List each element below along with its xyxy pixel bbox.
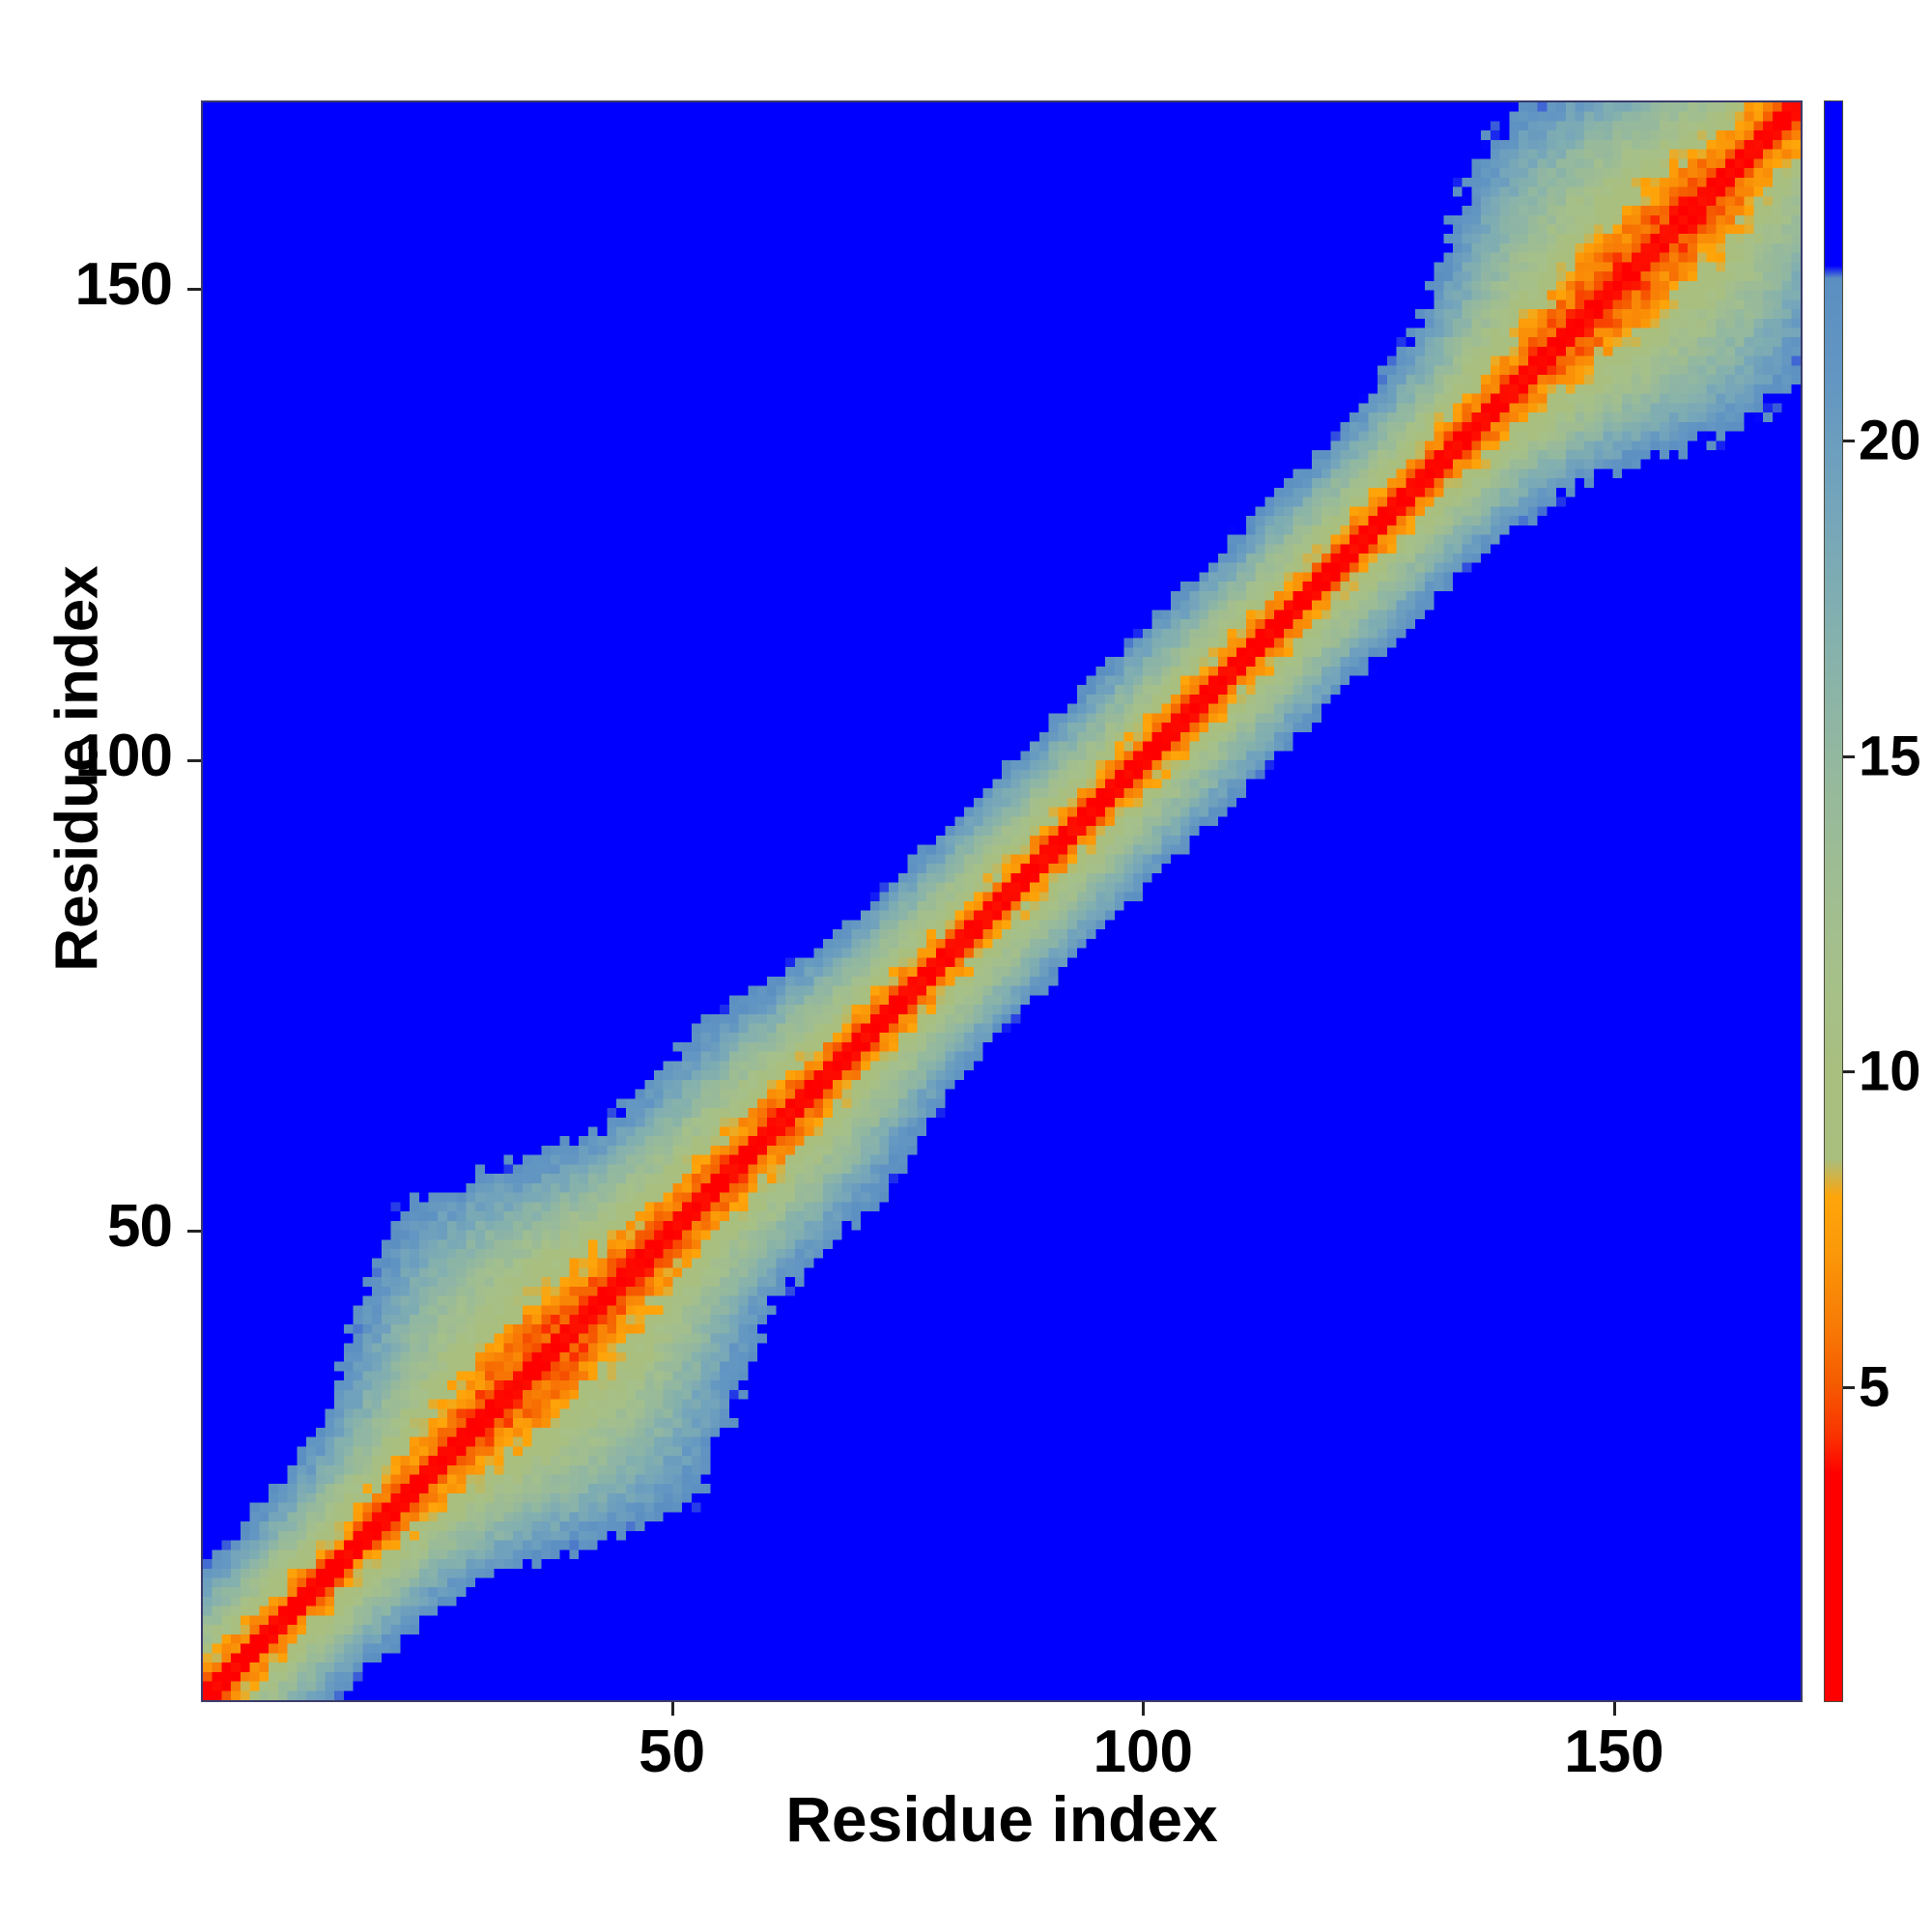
y-axis-title: Residue index xyxy=(43,565,111,972)
x-tick-label: 100 xyxy=(1093,1719,1194,1785)
x-tick-mark xyxy=(1612,1702,1616,1716)
y-tick-label: 50 xyxy=(107,1193,173,1261)
colorbar-tick-label: 5 xyxy=(1859,1355,1890,1419)
y-tick-mark xyxy=(187,758,201,762)
y-tick-label: 100 xyxy=(74,722,173,789)
x-tick-label: 150 xyxy=(1564,1719,1664,1785)
x-tick-mark xyxy=(1142,1702,1146,1716)
colorbar-tick-mark xyxy=(1843,1385,1855,1389)
colorbar xyxy=(1824,100,1843,1702)
colorbar-tick-mark xyxy=(1843,440,1855,443)
colorbar-tick-mark xyxy=(1843,754,1855,758)
y-tick-mark xyxy=(187,1230,201,1234)
y-tick-mark xyxy=(187,288,201,292)
heatmap-canvas xyxy=(203,102,1801,1700)
colorbar-gradient xyxy=(1824,100,1843,1702)
colorbar-tick-label: 10 xyxy=(1859,1039,1921,1103)
x-tick-mark xyxy=(670,1702,674,1716)
colorbar-tick-label: 15 xyxy=(1859,724,1921,788)
x-tick-label: 50 xyxy=(639,1719,706,1785)
colorbar-tick-label: 20 xyxy=(1859,409,1921,472)
colorbar-tick-mark xyxy=(1843,1070,1855,1074)
x-axis-title: Residue index xyxy=(785,1783,1218,1855)
heatmap-plot-area xyxy=(201,100,1803,1702)
y-tick-label: 150 xyxy=(74,251,173,319)
